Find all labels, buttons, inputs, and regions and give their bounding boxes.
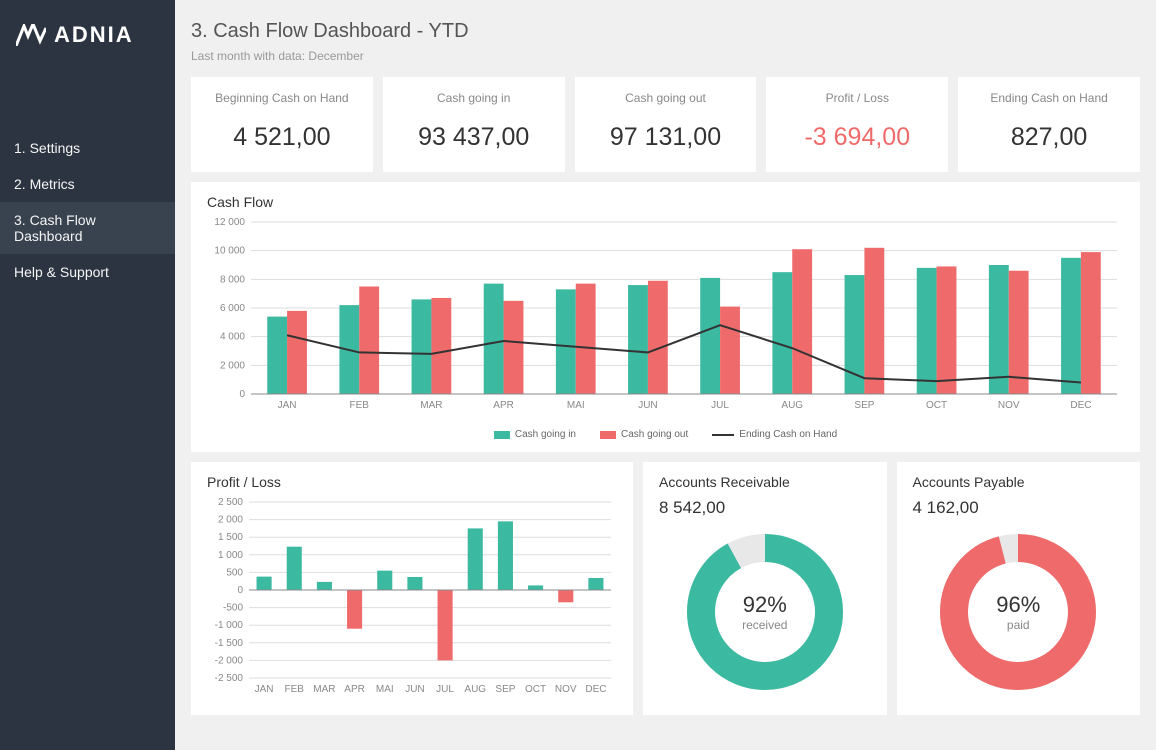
kpi-row: Beginning Cash on Hand 4 521,00 Cash going… (191, 77, 1140, 172)
svg-text:JAN: JAN (255, 684, 274, 695)
page-subtitle: Last month with data: December (191, 49, 1140, 63)
receivable-value: 8 542,00 (659, 498, 871, 518)
kpi-label: Cash going in (393, 91, 555, 105)
svg-text:JUL: JUL (436, 684, 454, 695)
svg-text:0: 0 (239, 389, 245, 400)
svg-text:4 000: 4 000 (220, 332, 245, 343)
payable-center-label: 96% paid (996, 592, 1040, 632)
svg-text:1 000: 1 000 (218, 550, 243, 561)
cashflow-panel: Cash Flow 0 2 000 4 000 6 000 8 000 10 000 12 … (191, 182, 1140, 452)
legend-item: Cash going in (494, 429, 576, 440)
svg-text:NOV: NOV (555, 684, 577, 695)
payable-pct: 96% (996, 592, 1040, 618)
svg-text:MAI: MAI (567, 400, 585, 411)
kpi-card-2: Cash going out 97 131,00 (575, 77, 757, 172)
svg-text:8 000: 8 000 (220, 274, 245, 285)
page-title: 3. Cash Flow Dashboard - YTD (191, 20, 1140, 43)
bottom-row: Profit / Loss -2 500 -2 000 -1 500 -1 000 -5… (191, 462, 1140, 715)
svg-text:10 000: 10 000 (214, 246, 245, 257)
kpi-label: Ending Cash on Hand (968, 91, 1130, 105)
legend-item: Ending Cash on Hand (712, 429, 837, 440)
svg-text:-1 000: -1 000 (215, 620, 244, 631)
svg-text:FEB: FEB (350, 400, 370, 411)
sidebar-item-3[interactable]: Help & Support (0, 254, 175, 290)
sidebar-item-1[interactable]: 2. Metrics (0, 166, 175, 202)
main-content: 3. Cash Flow Dashboard - YTD Last month … (175, 0, 1156, 750)
svg-text:FEB: FEB (285, 684, 305, 695)
svg-text:-500: -500 (223, 603, 243, 614)
svg-text:APR: APR (493, 400, 514, 411)
payable-sub: paid (996, 618, 1040, 632)
sidebar: ADNIA 1. Settings2. Metrics3. Cash Flow … (0, 0, 175, 750)
svg-text:1 500: 1 500 (218, 532, 243, 543)
kpi-label: Profit / Loss (776, 91, 938, 105)
kpi-label: Cash going out (585, 91, 747, 105)
svg-text:12 000: 12 000 (214, 218, 245, 228)
svg-text:500: 500 (226, 567, 243, 578)
receivable-sub: received (742, 618, 787, 632)
receivable-pct: 92% (742, 592, 787, 618)
svg-text:JUL: JUL (711, 400, 729, 411)
svg-text:MAR: MAR (420, 400, 442, 411)
kpi-card-3: Profit / Loss -3 694,00 (766, 77, 948, 172)
kpi-value: 4 521,00 (201, 123, 363, 152)
svg-text:SEP: SEP (495, 684, 515, 695)
kpi-card-4: Ending Cash on Hand 827,00 (958, 77, 1140, 172)
kpi-value: -3 694,00 (776, 123, 938, 152)
svg-text:AUG: AUG (781, 400, 803, 411)
svg-text:-2 000: -2 000 (215, 655, 244, 666)
svg-text:2 000: 2 000 (218, 515, 243, 526)
profit-panel: Profit / Loss -2 500 -2 000 -1 500 -1 000 -5… (191, 462, 633, 715)
sidebar-nav: 1. Settings2. Metrics3. Cash Flow Dashbo… (0, 130, 175, 290)
brand-name: ADNIA (54, 22, 134, 48)
svg-text:2 000: 2 000 (220, 360, 245, 371)
svg-text:MAR: MAR (313, 684, 335, 695)
kpi-value: 97 131,00 (585, 123, 747, 152)
receivable-center-label: 92% received (742, 592, 787, 632)
svg-text:OCT: OCT (525, 684, 546, 695)
svg-text:2 500: 2 500 (218, 498, 243, 508)
payable-value: 4 162,00 (913, 498, 1125, 518)
svg-text:JAN: JAN (278, 400, 297, 411)
cashflow-title: Cash Flow (207, 194, 1124, 210)
svg-text:MAI: MAI (376, 684, 394, 695)
receivable-title: Accounts Receivable (659, 474, 871, 490)
svg-text:AUG: AUG (464, 684, 486, 695)
svg-text:APR: APR (344, 684, 365, 695)
brand-logo: ADNIA (0, 0, 175, 70)
sidebar-item-0[interactable]: 1. Settings (0, 130, 175, 166)
profit-chart: -2 500 -2 000 -1 500 -1 000 -500 0 500 1 000 1 5… (207, 498, 617, 698)
svg-text:OCT: OCT (926, 400, 947, 411)
svg-text:6 000: 6 000 (220, 303, 245, 314)
payable-title: Accounts Payable (913, 474, 1125, 490)
legend-item: Cash going out (600, 429, 688, 440)
kpi-value: 827,00 (968, 123, 1130, 152)
svg-text:JUN: JUN (405, 684, 424, 695)
kpi-value: 93 437,00 (393, 123, 555, 152)
svg-text:NOV: NOV (998, 400, 1020, 411)
svg-text:DEC: DEC (585, 684, 606, 695)
cashflow-legend: Cash going in Cash going out Ending Cash o… (207, 429, 1124, 440)
svg-text:-1 500: -1 500 (215, 638, 244, 649)
sidebar-item-2[interactable]: 3. Cash Flow Dashboard (0, 202, 175, 254)
svg-text:JUN: JUN (638, 400, 657, 411)
kpi-card-1: Cash going in 93 437,00 (383, 77, 565, 172)
cashflow-chart: 0 2 000 4 000 6 000 8 000 10 000 12 000 JAN FEB M… (207, 218, 1127, 418)
kpi-label: Beginning Cash on Hand (201, 91, 363, 105)
logo-icon (16, 24, 46, 46)
receivable-panel: Accounts Receivable 8 542,00 92% receive… (643, 462, 887, 715)
payable-panel: Accounts Payable 4 162,00 96% paid (897, 462, 1141, 715)
svg-text:DEC: DEC (1070, 400, 1091, 411)
profit-title: Profit / Loss (207, 474, 617, 490)
kpi-card-0: Beginning Cash on Hand 4 521,00 (191, 77, 373, 172)
svg-text:SEP: SEP (854, 400, 874, 411)
svg-text:0: 0 (237, 585, 243, 596)
svg-text:-2 500: -2 500 (215, 673, 244, 684)
